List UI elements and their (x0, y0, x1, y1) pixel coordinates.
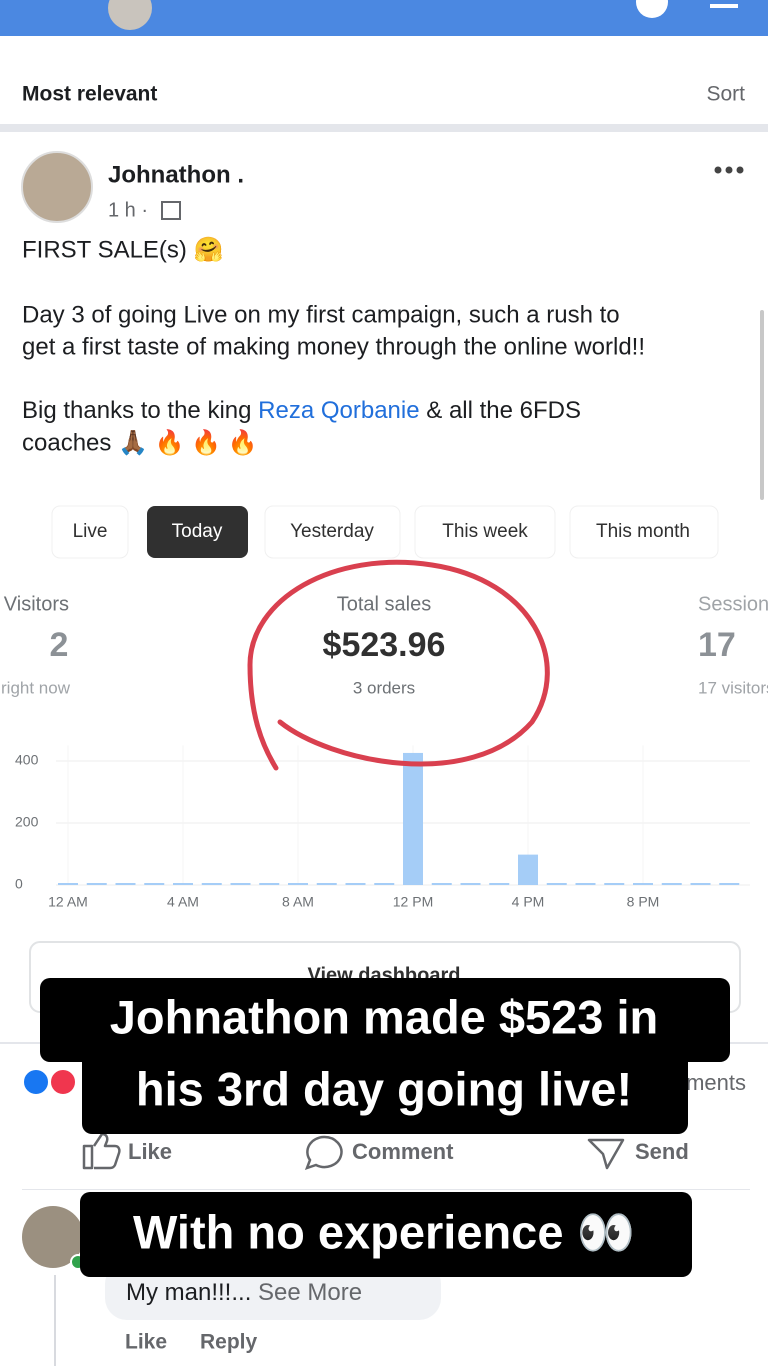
bar (86, 883, 107, 885)
bar (719, 883, 740, 885)
bar (230, 883, 251, 885)
action[interactable]: Send (635, 1139, 689, 1164)
x-tick-label: 4 AM (167, 894, 199, 910)
see-more[interactable]: See More (258, 1279, 362, 1306)
menu-icon[interactable] (710, 4, 738, 8)
stat-note: 3 orders (353, 678, 415, 697)
stat-value: 17 (698, 626, 736, 664)
bar (259, 883, 280, 885)
tab-bg[interactable] (569, 505, 719, 559)
x-tick-label: 12 PM (393, 894, 433, 910)
post-line: coaches 🙏🏾 🔥 🔥 🔥 (22, 428, 258, 456)
chart: 0 200 400 12 AM 4 AM 8 AM 12 PM 4 PM 8 PM (15, 745, 750, 910)
bar (173, 883, 193, 885)
text: & all the 6FDS (420, 397, 581, 424)
caption: his 3rd day going live! (136, 1062, 632, 1115)
tab[interactable]: This month (596, 521, 690, 542)
audience-icon (161, 201, 181, 220)
more-icon[interactable] (714, 166, 744, 174)
x-tick-label: 8 AM (282, 894, 314, 910)
bar (316, 883, 337, 885)
text: My man!!!... (126, 1279, 258, 1306)
stat-label: Total sales (337, 593, 432, 615)
post-line: get a first taste of making money throug… (22, 333, 645, 360)
comment-text: My man!!!... See More (126, 1279, 362, 1306)
bar (546, 883, 567, 885)
bar (633, 883, 653, 885)
tab-bg[interactable] (264, 505, 401, 559)
separator (22, 1189, 750, 1190)
mention[interactable]: Reza Qorbanie (258, 397, 419, 424)
tab[interactable]: This week (442, 521, 528, 542)
bar (144, 883, 165, 885)
tab[interactable]: Today (172, 521, 223, 542)
x-tick-label: 12 AM (48, 894, 88, 910)
y-tick-label: 200 (15, 814, 39, 830)
annotation-circle (247, 559, 550, 771)
bar (604, 883, 625, 885)
x-tick-label: 8 PM (627, 894, 660, 910)
commenter-avatar[interactable] (22, 1206, 84, 1268)
thread-line (54, 1275, 56, 1366)
bar (431, 883, 452, 885)
bar (403, 752, 423, 885)
bar (345, 883, 366, 885)
y-tick-label: 400 (15, 752, 39, 768)
bar (489, 883, 510, 885)
love-reaction (49, 1068, 77, 1096)
scrollbar (760, 310, 764, 500)
group-avatar (108, 0, 152, 30)
bar (374, 883, 395, 885)
tab-bg[interactable] (51, 505, 129, 559)
stat-value: $523.96 (323, 626, 446, 664)
x-tick-label: 4 PM (512, 894, 545, 910)
action[interactable]: Comment (352, 1139, 454, 1164)
like-icon[interactable] (82, 1132, 121, 1170)
tab[interactable]: Yesterday (290, 521, 374, 542)
post-line: Day 3 of going Live on my first campaign… (22, 301, 620, 328)
separator (0, 124, 768, 132)
bar (288, 883, 308, 885)
author-avatar[interactable] (21, 151, 93, 223)
stat-note: 17 visitors (698, 678, 768, 697)
tab-bg[interactable] (414, 505, 556, 559)
filter[interactable]: Most relevant (22, 83, 157, 106)
caption-box (80, 1192, 692, 1277)
stat-note: right now (1, 678, 71, 697)
y-tick-label: 0 (15, 876, 23, 892)
headline: FIRST SALE(s) 🤗 (22, 236, 224, 263)
bar (518, 854, 538, 885)
comment-icon[interactable] (304, 1135, 343, 1171)
bar (661, 883, 682, 885)
sort[interactable]: Sort (706, 83, 745, 106)
like-reaction (22, 1068, 50, 1096)
bar (690, 883, 711, 885)
send-icon[interactable] (587, 1138, 625, 1170)
caption: With no experience 👀 (133, 1205, 635, 1258)
bar (201, 883, 222, 885)
tabs: Live Today Yesterday This week This mont… (51, 505, 719, 559)
tab-bg-active[interactable] (147, 506, 248, 558)
comment-action[interactable]: Like (125, 1331, 167, 1354)
text: Big thanks to the king (22, 397, 258, 424)
stat-label: Sessions (698, 593, 768, 615)
bar (115, 883, 136, 885)
time: 1 h · (108, 199, 148, 221)
bar (58, 883, 78, 885)
tab[interactable]: Live (73, 521, 108, 542)
caption-box (40, 978, 730, 1062)
bar (460, 883, 481, 885)
caption-box (82, 1052, 688, 1134)
bar (575, 883, 596, 885)
comment-action[interactable]: Reply (200, 1331, 258, 1354)
profile-icon[interactable] (636, 0, 668, 18)
author[interactable]: Johnathon . (108, 161, 244, 188)
stat-value: 2 (50, 626, 69, 664)
action[interactable]: Like (128, 1139, 172, 1164)
caption: Johnathon made $523 in (110, 990, 658, 1043)
stat-label: Visitors (4, 593, 69, 615)
post-line: Big thanks to the king Reza Qorbanie & a… (22, 397, 581, 424)
